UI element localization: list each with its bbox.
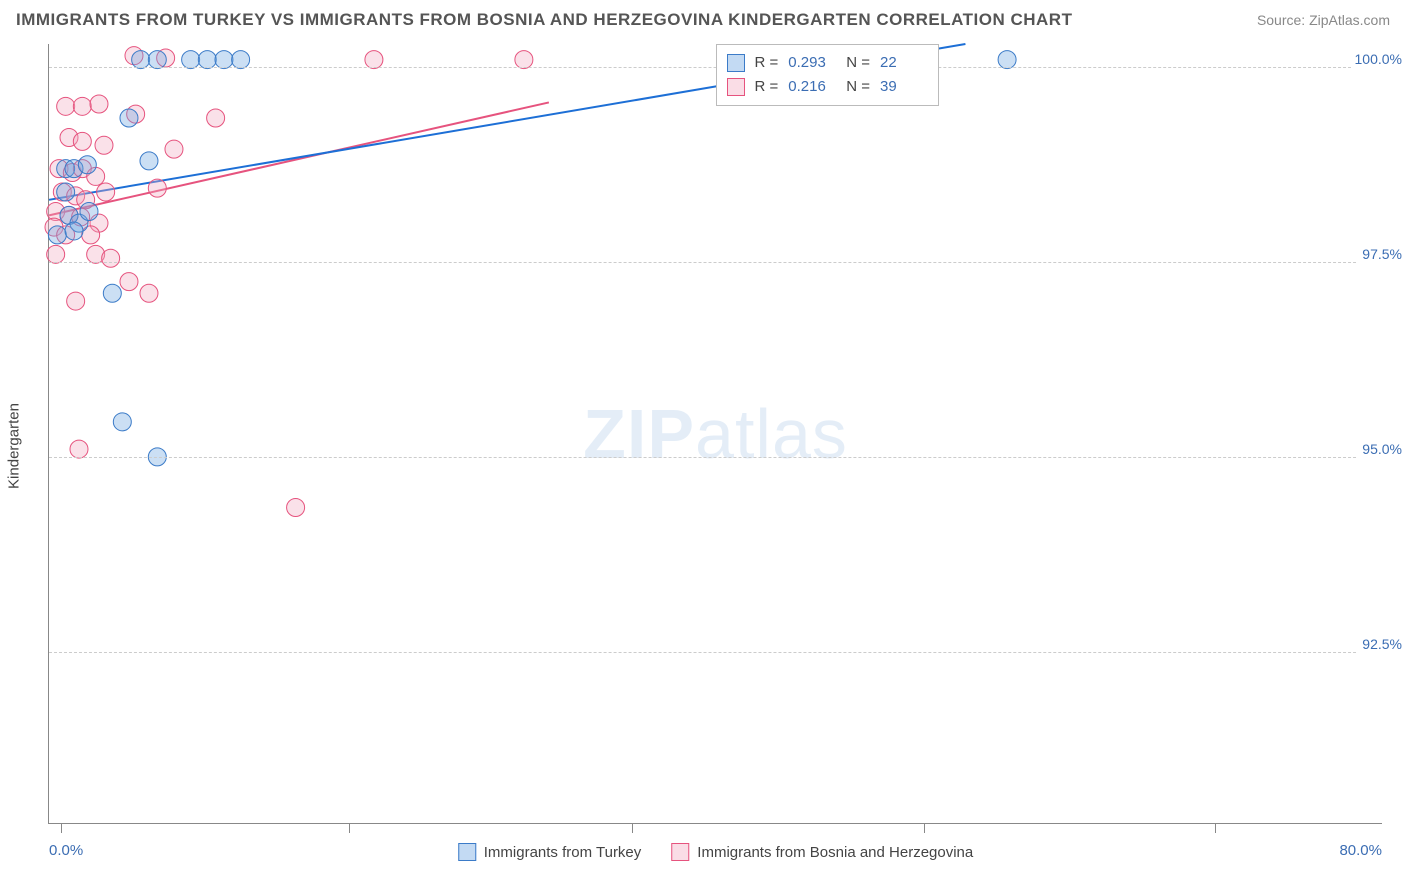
- legend-swatch: [671, 843, 689, 861]
- gridline: [49, 262, 1406, 263]
- data-point-bosnia: [165, 140, 183, 158]
- data-point-bosnia: [95, 136, 113, 154]
- stats-n-value: 22: [880, 51, 928, 75]
- stats-n-label: N =: [846, 75, 870, 99]
- data-point-bosnia: [57, 97, 75, 115]
- stats-r-value: 0.293: [788, 51, 836, 75]
- x-tick: [632, 823, 633, 833]
- stats-n-label: N =: [846, 51, 870, 75]
- legend: Immigrants from Turkey Immigrants from Bo…: [458, 843, 974, 861]
- y-axis-title: Kindergarten: [6, 403, 23, 489]
- stats-swatch: [727, 54, 745, 72]
- data-point-turkey: [48, 226, 66, 244]
- plot-area: ZIPatlas 100.0%97.5%95.0%92.5% 0.0% 80.0…: [48, 44, 1382, 824]
- data-point-bosnia: [73, 132, 91, 150]
- chart-source: Source: ZipAtlas.com: [1257, 12, 1390, 28]
- data-point-bosnia: [47, 245, 65, 263]
- x-axis-max-label: 80.0%: [1339, 842, 1382, 859]
- data-point-turkey: [132, 51, 150, 69]
- data-point-bosnia: [90, 95, 108, 113]
- data-point-bosnia: [207, 109, 225, 127]
- x-tick: [61, 823, 62, 833]
- y-tick-label: 100.0%: [1351, 49, 1406, 69]
- chart-header: IMMIGRANTS FROM TURKEY VS IMMIGRANTS FRO…: [0, 0, 1406, 40]
- data-point-bosnia: [287, 499, 305, 517]
- data-point-bosnia: [515, 51, 533, 69]
- data-point-bosnia: [67, 292, 85, 310]
- legend-label: Immigrants from Bosnia and Herzegovina: [697, 844, 973, 861]
- data-point-turkey: [140, 152, 158, 170]
- data-point-turkey: [57, 183, 75, 201]
- chart-svg: [49, 44, 1382, 823]
- data-point-bosnia: [97, 183, 115, 201]
- data-point-turkey: [998, 51, 1016, 69]
- data-point-turkey: [148, 51, 166, 69]
- data-point-turkey: [80, 202, 98, 220]
- data-point-turkey: [120, 109, 138, 127]
- data-point-turkey: [232, 51, 250, 69]
- data-point-turkey: [215, 51, 233, 69]
- data-point-turkey: [78, 156, 96, 174]
- chart-title: IMMIGRANTS FROM TURKEY VS IMMIGRANTS FRO…: [16, 10, 1072, 30]
- x-axis-min-label: 0.0%: [49, 842, 83, 859]
- y-tick-label: 92.5%: [1358, 634, 1406, 654]
- gridline: [49, 652, 1406, 653]
- legend-item-bosnia: Immigrants from Bosnia and Herzegovina: [671, 843, 973, 861]
- data-point-bosnia: [73, 97, 91, 115]
- stats-r-label: R =: [755, 75, 779, 99]
- stats-r-label: R =: [755, 51, 779, 75]
- y-tick-label: 97.5%: [1358, 244, 1406, 264]
- gridline: [49, 457, 1406, 458]
- data-point-bosnia: [148, 179, 166, 197]
- x-tick: [1215, 823, 1216, 833]
- data-point-bosnia: [70, 440, 88, 458]
- data-point-turkey: [198, 51, 216, 69]
- stats-swatch: [727, 78, 745, 96]
- x-tick: [349, 823, 350, 833]
- data-point-bosnia: [102, 249, 120, 267]
- stats-n-value: 39: [880, 75, 928, 99]
- x-tick: [924, 823, 925, 833]
- stats-r-value: 0.216: [788, 75, 836, 99]
- data-point-turkey: [182, 51, 200, 69]
- data-point-bosnia: [140, 284, 158, 302]
- stats-row: R = 0.216 N = 39: [727, 75, 929, 99]
- legend-item-turkey: Immigrants from Turkey: [458, 843, 642, 861]
- data-point-bosnia: [365, 51, 383, 69]
- data-point-turkey: [65, 222, 83, 240]
- legend-label: Immigrants from Turkey: [484, 844, 642, 861]
- data-point-bosnia: [120, 273, 138, 291]
- data-point-turkey: [103, 284, 121, 302]
- stats-box: R = 0.293 N = 22 R = 0.216 N = 39: [716, 44, 940, 106]
- y-tick-label: 95.0%: [1358, 439, 1406, 459]
- legend-swatch: [458, 843, 476, 861]
- stats-row: R = 0.293 N = 22: [727, 51, 929, 75]
- data-point-turkey: [113, 413, 131, 431]
